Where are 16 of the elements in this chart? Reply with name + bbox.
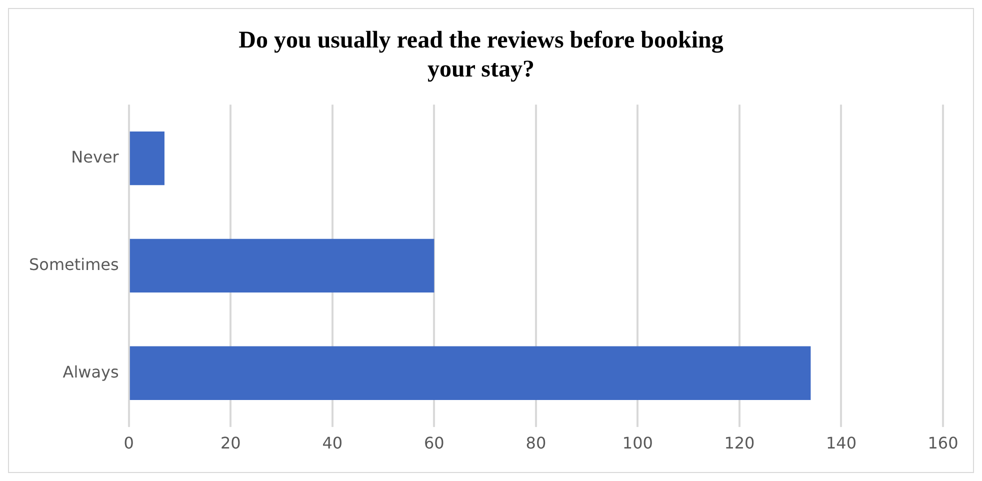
x-tick-label: 160 [928,434,958,453]
x-tick-label: 40 [322,434,343,453]
x-tick-label: 140 [826,434,857,453]
y-tick-label: Never [71,147,120,166]
bar [130,346,811,400]
x-tick-label: 0 [124,434,134,453]
y-tick-label: Sometimes [29,254,119,274]
x-tick-label: 80 [526,434,546,453]
x-tick-label: 120 [724,434,755,453]
bar [130,238,434,293]
x-tick-label: 60 [424,434,444,453]
x-tick-label: 100 [622,434,653,453]
chart-title: Do you usually read the reviews before booking your stay? [238,28,724,82]
y-tick-label: Always [62,362,119,382]
bar [130,131,164,186]
x-tick-label: 20 [220,434,241,453]
